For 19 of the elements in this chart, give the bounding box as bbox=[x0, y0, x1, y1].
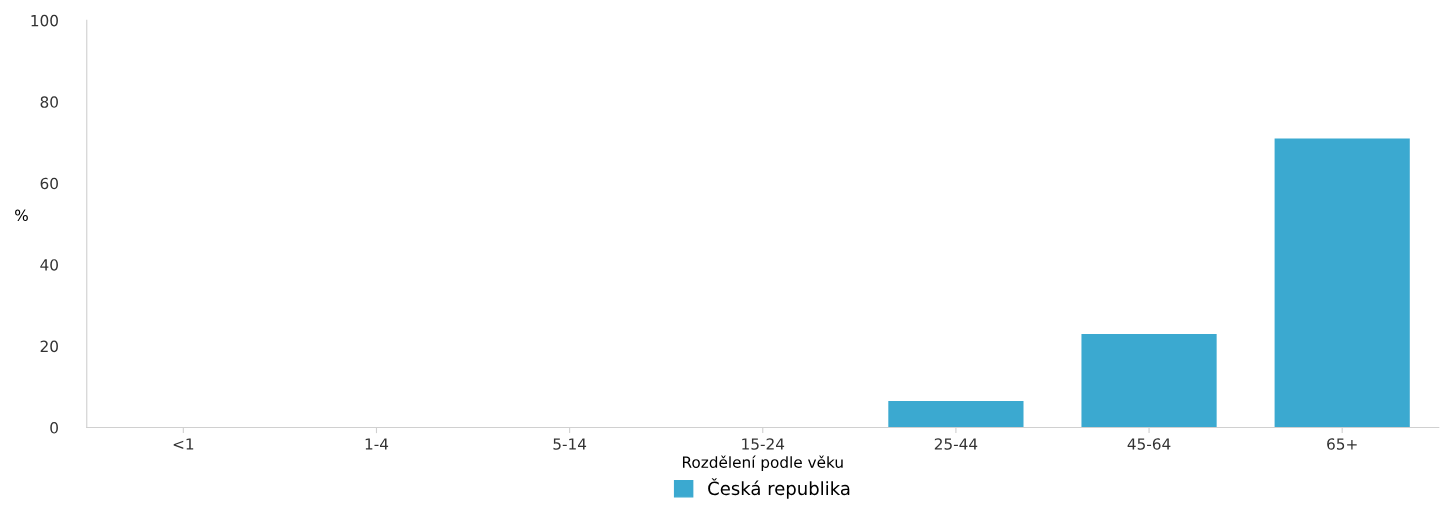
x-tick-label: 15-24 bbox=[742, 438, 785, 450]
x-tick-label: 45-64 bbox=[1127, 438, 1171, 450]
legend-label: Česká republika bbox=[708, 478, 850, 499]
x-axis-title: Rozdělení podle věku bbox=[682, 455, 843, 471]
x-tick-label: 5-14 bbox=[553, 438, 587, 450]
y-tick-label: 80 bbox=[40, 96, 58, 108]
y-tick-label: 20 bbox=[40, 340, 58, 353]
x-tick-label: <1 bbox=[173, 438, 194, 450]
y-axis-title: % bbox=[15, 209, 28, 221]
x-tick-label: 25-44 bbox=[934, 438, 978, 450]
y-tick-label: 100 bbox=[31, 14, 58, 27]
x-tick-label: 65+ bbox=[1327, 438, 1357, 450]
y-tick-label: 0 bbox=[50, 422, 58, 434]
y-tick-label: 60 bbox=[40, 177, 58, 190]
y-tick-label: 40 bbox=[40, 259, 58, 271]
bar bbox=[888, 401, 1024, 428]
bar bbox=[1274, 138, 1410, 428]
bar bbox=[1081, 333, 1217, 428]
x-tick-label: 1-4 bbox=[365, 438, 389, 450]
